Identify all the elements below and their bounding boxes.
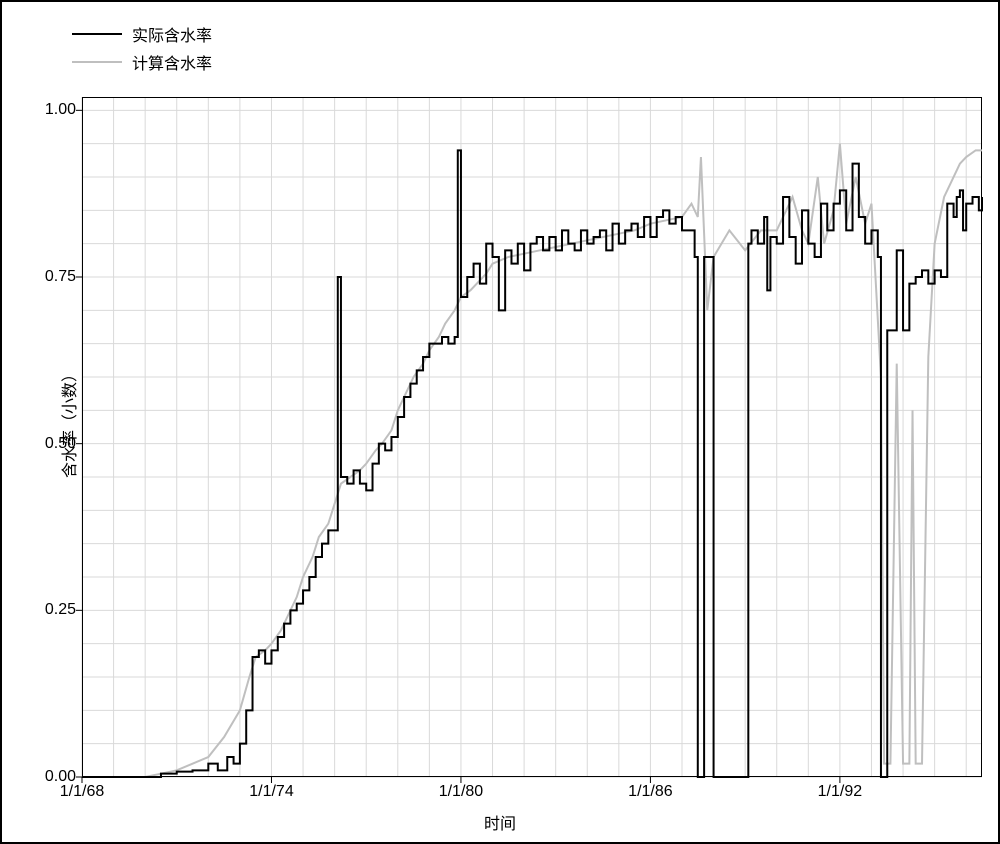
xtick-label: 1/1/92 <box>818 783 862 801</box>
ytick-label: 1.00 <box>45 101 76 119</box>
xtick-label: 1/1/80 <box>439 783 483 801</box>
chart-container: 实际含水率计算含水率 含水率（小数） 0.000.250.500.751.001… <box>0 0 1000 844</box>
legend-item: 实际含水率 <box>72 22 212 46</box>
legend: 实际含水率计算含水率 <box>72 22 212 78</box>
plot-area: 0.000.250.500.751.001/1/681/1/741/1/801/… <box>82 97 982 777</box>
ytick-label: 0.50 <box>45 435 76 453</box>
plot-svg <box>82 97 982 777</box>
x-axis-label: 时间 <box>484 810 516 834</box>
legend-label: 计算含水率 <box>132 50 212 74</box>
xtick-label: 1/1/86 <box>628 783 672 801</box>
xtick-label: 1/1/68 <box>60 783 104 801</box>
ytick-label: 0.25 <box>45 601 76 619</box>
legend-swatch <box>72 61 122 63</box>
legend-item: 计算含水率 <box>72 50 212 74</box>
xtick-label: 1/1/74 <box>249 783 293 801</box>
y-axis-label: 含水率（小数） <box>56 366 80 478</box>
legend-swatch <box>72 33 122 35</box>
legend-label: 实际含水率 <box>132 22 212 46</box>
ytick-label: 0.75 <box>45 268 76 286</box>
